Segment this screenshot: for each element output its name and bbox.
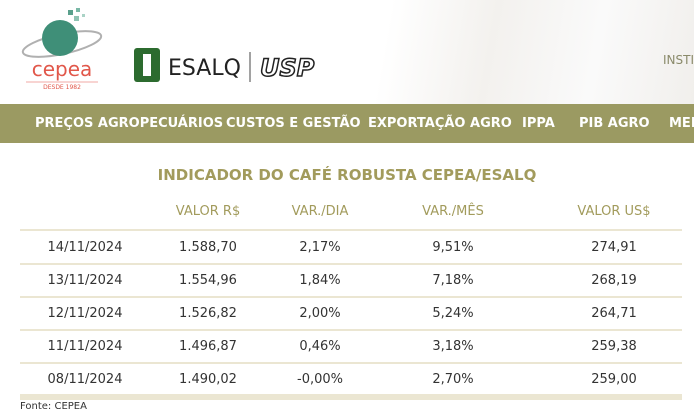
table-title: INDICADOR DO CAFÉ ROBUSTA CEPEA/ESALQ bbox=[157, 166, 537, 184]
cell: 2,70% bbox=[432, 372, 474, 387]
cell: 1.490,02 bbox=[179, 372, 237, 387]
cell: 7,18% bbox=[432, 273, 474, 288]
cell: 1,84% bbox=[299, 273, 341, 288]
cell: 9,51% bbox=[432, 240, 474, 255]
cell: 259,00 bbox=[591, 372, 637, 387]
nav-item[interactable]: CUSTOS E GESTÃO bbox=[226, 116, 361, 131]
cell: 11/11/2024 bbox=[47, 339, 123, 354]
esalq-text: ESALQ bbox=[168, 56, 241, 81]
nav-item[interactable]: IPPA bbox=[522, 116, 555, 131]
source: Fonte: CEPEA bbox=[20, 401, 87, 412]
separator bbox=[20, 229, 682, 231]
cell: 14/11/2024 bbox=[47, 240, 123, 255]
cell: -0,00% bbox=[297, 372, 343, 387]
cell: 12/11/2024 bbox=[47, 306, 123, 321]
cell: 08/11/2024 bbox=[47, 372, 123, 387]
cell: 259,38 bbox=[591, 339, 637, 354]
cell: 268,19 bbox=[591, 273, 637, 288]
cell: 2,00% bbox=[299, 306, 341, 321]
column-header: VALOR US$ bbox=[577, 204, 651, 219]
cell: 274,91 bbox=[591, 240, 637, 255]
nav-item[interactable]: PIB AGRO bbox=[579, 116, 650, 131]
cepea-logo: cepea DESDE 1982 bbox=[21, 8, 103, 91]
logo-text: cepea bbox=[32, 57, 93, 81]
table-footer-bar bbox=[20, 394, 682, 400]
cell: 13/11/2024 bbox=[47, 273, 123, 288]
cell: 3,18% bbox=[432, 339, 474, 354]
cell: 1.554,96 bbox=[179, 273, 237, 288]
nav-bar: PREÇOS AGROPECUÁRIOS CUSTOS E GESTÃO EXPOR… bbox=[0, 104, 694, 143]
cell: 1.496,87 bbox=[179, 339, 237, 354]
cell: 264,71 bbox=[591, 306, 637, 321]
separator bbox=[20, 263, 682, 265]
cell: 2,17% bbox=[299, 240, 341, 255]
usp-text: USP bbox=[260, 54, 315, 82]
cell: 1.526,82 bbox=[179, 306, 237, 321]
cell: 1.588,70 bbox=[179, 240, 237, 255]
esalq-usp-logo: ESALQ USP bbox=[134, 48, 316, 83]
cell: 5,24% bbox=[432, 306, 474, 321]
nav-item[interactable]: MER bbox=[669, 116, 694, 131]
column-header: VAR./DIA bbox=[291, 204, 349, 219]
column-header: VAR./MÊS bbox=[422, 204, 484, 219]
column-header: VALOR R$ bbox=[175, 204, 241, 219]
nav-item[interactable]: PREÇOS AGROPECUÁRIOS bbox=[35, 116, 224, 131]
cell: 0,46% bbox=[299, 339, 341, 354]
separator bbox=[20, 329, 682, 331]
separator bbox=[20, 362, 682, 364]
logo-sub: DESDE 1982 bbox=[43, 84, 81, 91]
separator bbox=[20, 296, 682, 298]
header: cepea DESDE 1982 ESALQ USP INSTI bbox=[0, 0, 694, 104]
header-link[interactable]: INSTI bbox=[663, 53, 694, 67]
nav-item[interactable]: EXPORTAÇÃO AGRO bbox=[368, 116, 512, 131]
